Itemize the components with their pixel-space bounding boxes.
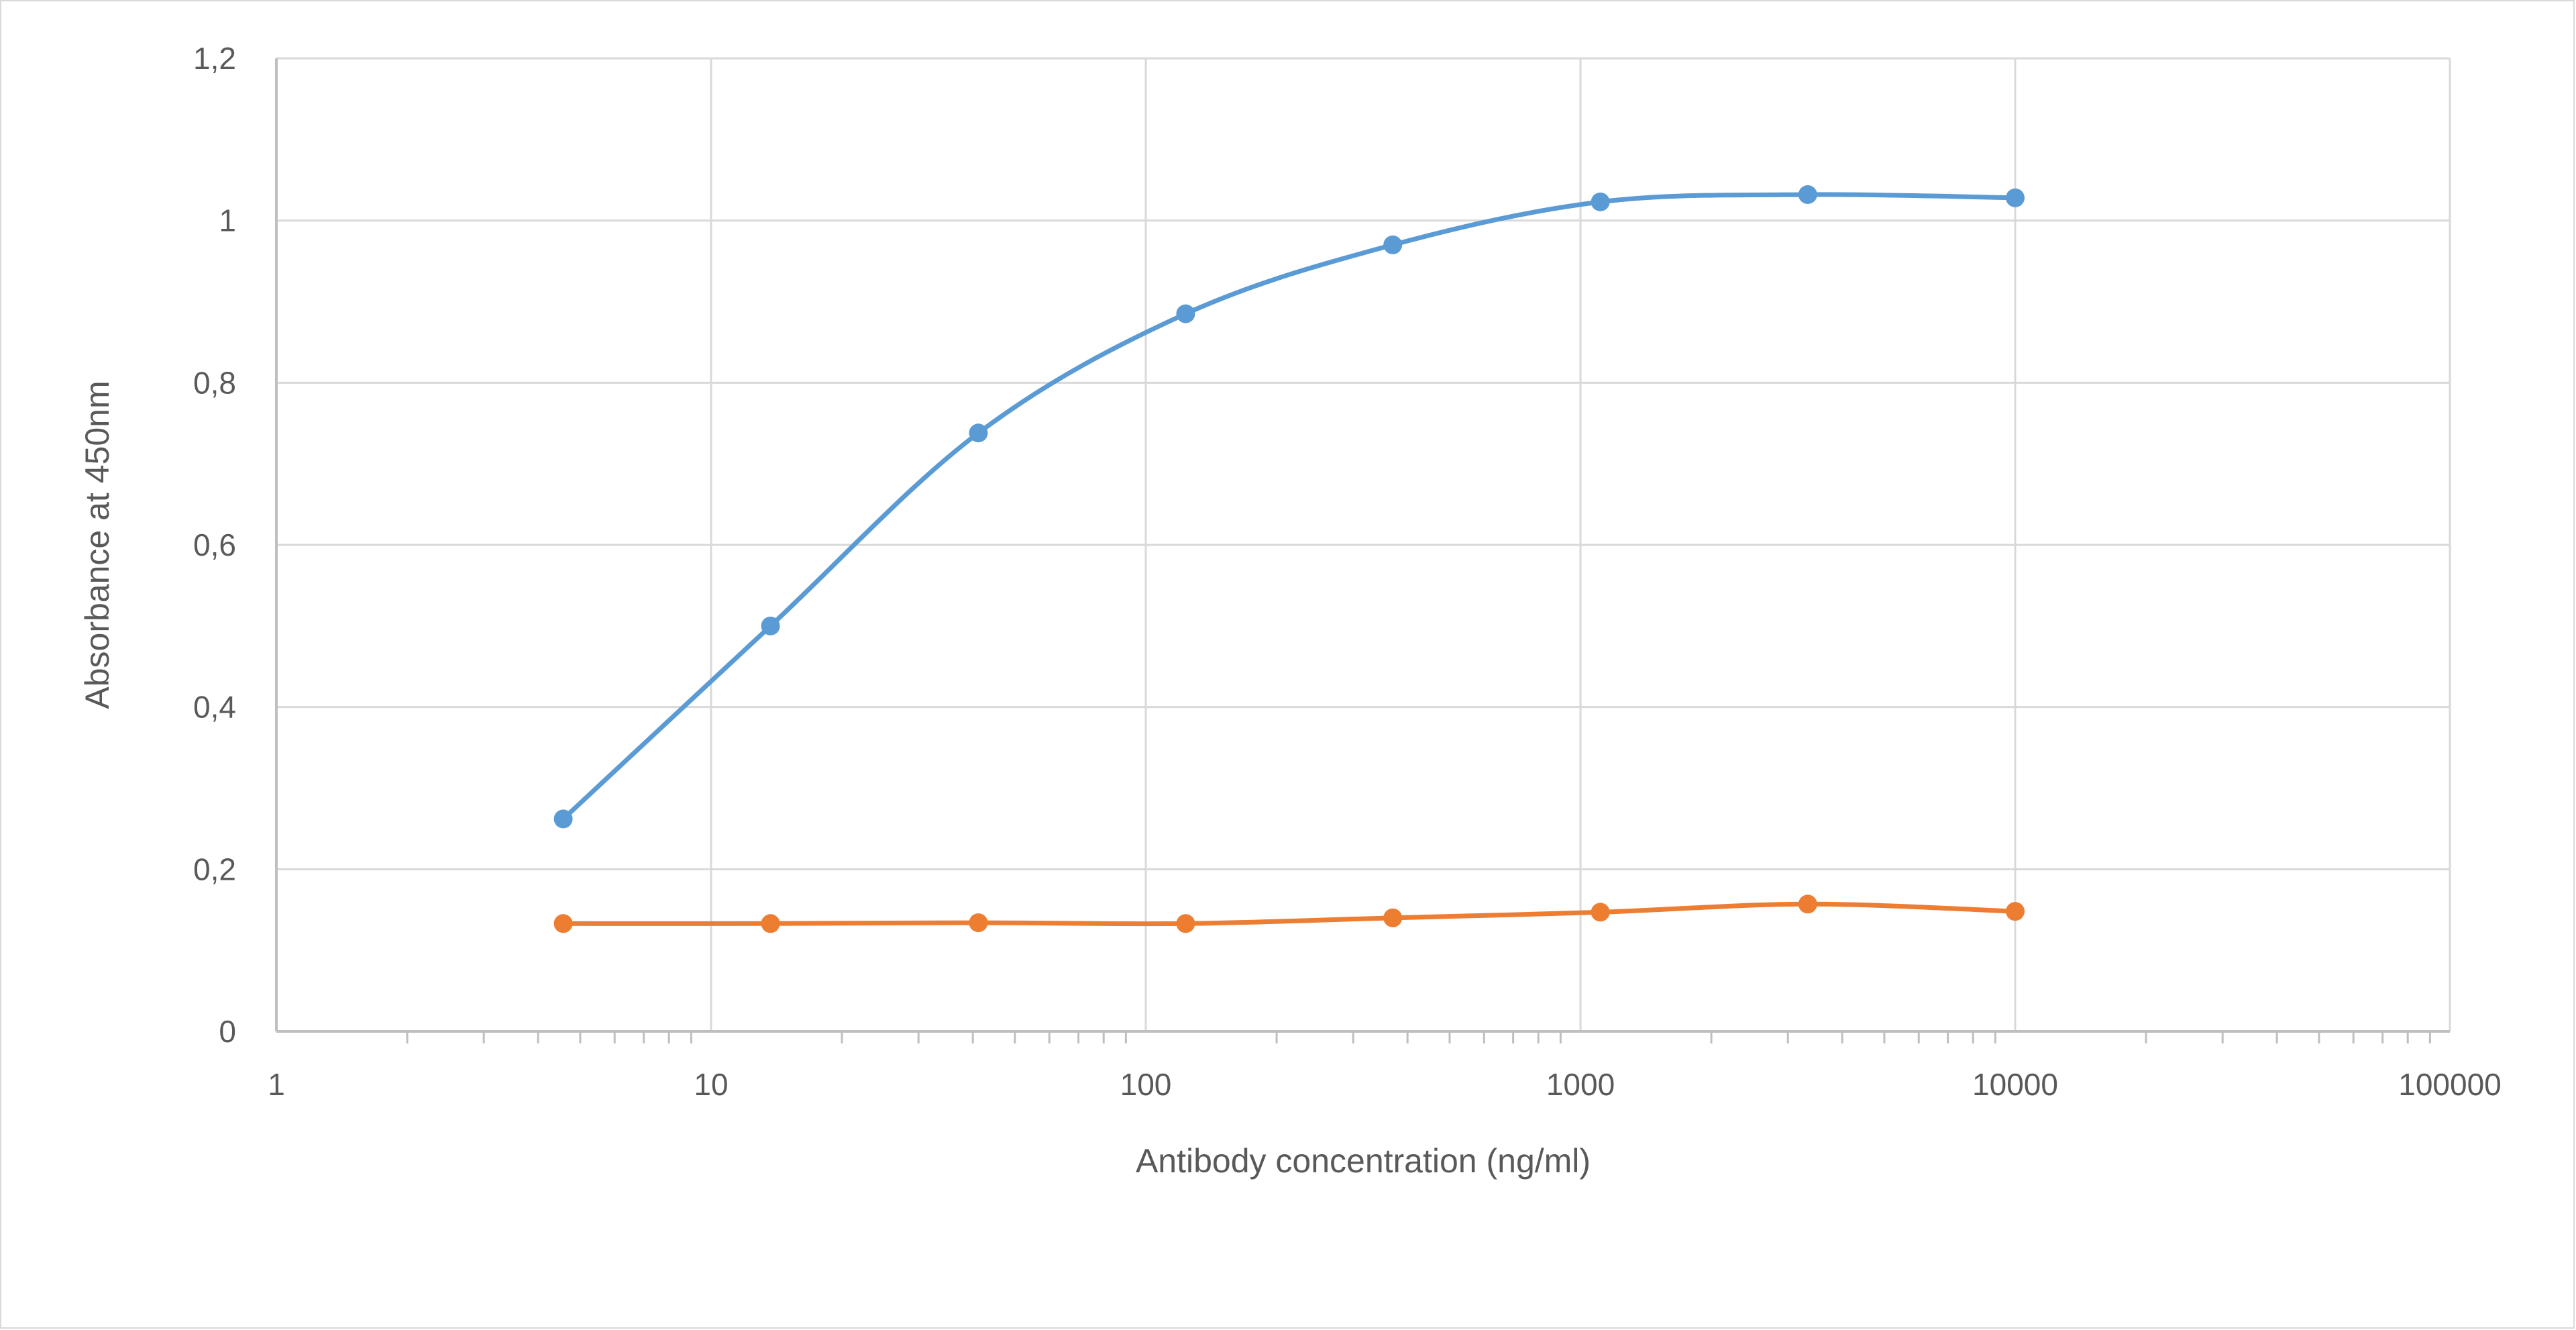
gridlines (275, 57, 2451, 1033)
series-1 (553, 185, 2025, 829)
data-point (2006, 188, 2025, 207)
x-tick-label: 1 (268, 1067, 285, 1102)
x-tick-label: 1000 (1546, 1067, 1615, 1102)
data-point (969, 423, 988, 443)
data-point (1798, 185, 1817, 204)
y-tick-label: 0,6 (193, 527, 236, 562)
y-axis-title: Absorbance at 450nm (78, 380, 116, 709)
series (553, 185, 2025, 933)
y-tick-label: 0,2 (193, 852, 236, 886)
y-tick-label: 0,4 (193, 690, 236, 725)
data-point (1591, 192, 1610, 211)
x-axis-title: Antibody concentration (ng/ml) (1136, 1142, 1591, 1180)
tick-labels: 0 0,2 0,4 0,6 0,8 1 1,2 1 10 100 1000 10000 100000 (193, 41, 2502, 1102)
series-line (561, 901, 2018, 927)
y-tick-label: 0,8 (193, 365, 236, 400)
y-tick-label: 0 (219, 1014, 236, 1049)
data-point (1176, 914, 1195, 933)
x-tick-label: 10 (694, 1067, 728, 1102)
data-point (553, 914, 573, 933)
data-point (1591, 903, 1610, 922)
x-tick-label: 100 (1120, 1067, 1172, 1102)
data-point (1176, 304, 1195, 323)
data-point (553, 809, 573, 829)
data-point (1798, 894, 1817, 914)
x-tick-label: 10000 (1972, 1067, 2058, 1102)
data-point (1383, 908, 1403, 927)
data-point (761, 616, 780, 635)
data-point (2006, 902, 2025, 921)
y-tick-label: 1,2 (193, 41, 236, 76)
axes (275, 58, 2450, 1043)
series-2 (553, 894, 2025, 933)
data-point (969, 913, 988, 933)
data-point (1383, 235, 1403, 254)
y-tick-label: 1 (219, 203, 236, 238)
series-line (561, 192, 2018, 821)
data-point (761, 914, 780, 933)
x-tick-label: 100000 (2398, 1067, 2502, 1102)
